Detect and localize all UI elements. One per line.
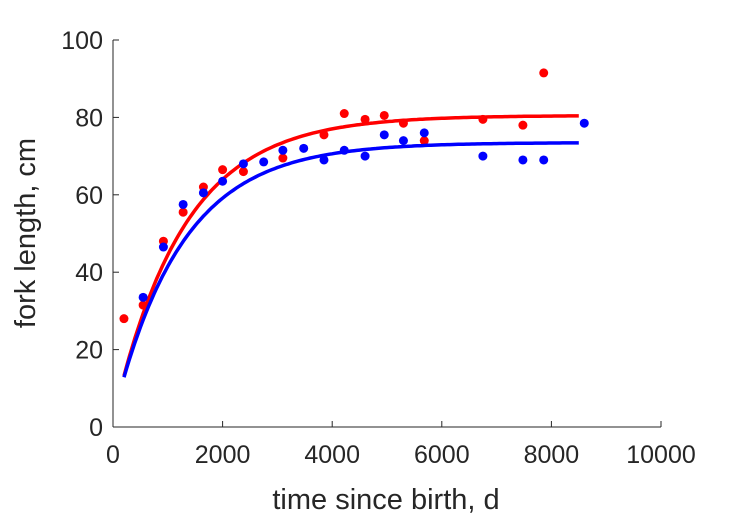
data-point-series-2 xyxy=(319,155,329,165)
data-point-series-1 xyxy=(398,118,408,128)
data-point-series-2 xyxy=(360,151,370,161)
data-point-series-2 xyxy=(138,292,148,302)
data-point-series-1 xyxy=(278,153,288,163)
x-tick-label: 4000 xyxy=(304,441,360,469)
data-point-series-1 xyxy=(419,136,429,146)
data-point-series-2 xyxy=(178,199,188,209)
fit-curve-series-2 xyxy=(122,141,579,378)
y-tick-label: 40 xyxy=(75,259,103,287)
x-tick-label: 2000 xyxy=(195,441,251,469)
data-point-series-1 xyxy=(119,314,129,324)
data-point-series-1 xyxy=(339,109,349,119)
data-point-series-1 xyxy=(518,120,528,130)
data-point-series-1 xyxy=(238,167,248,177)
x-tick-label: 6000 xyxy=(414,441,470,469)
fit-curve-series-1 xyxy=(122,114,579,377)
x-tick-label: 10000 xyxy=(626,441,696,469)
data-point-series-1 xyxy=(360,114,370,124)
data-point-series-2 xyxy=(539,155,549,165)
y-tick-label: 0 xyxy=(89,414,103,442)
y-tick-label: 20 xyxy=(75,337,103,365)
x-tick-label: 8000 xyxy=(524,441,580,469)
plot-area xyxy=(119,68,589,378)
data-point-series-2 xyxy=(278,145,288,155)
y-tick-label: 100 xyxy=(61,27,103,55)
data-point-series-1 xyxy=(319,130,329,140)
data-point-series-2 xyxy=(579,118,589,128)
x-axis-label: time since birth, d xyxy=(272,484,499,516)
data-point-series-2 xyxy=(218,176,228,186)
data-point-series-2 xyxy=(238,159,248,169)
data-point-series-2 xyxy=(478,151,488,161)
data-point-series-1 xyxy=(178,207,188,217)
data-point-series-2 xyxy=(299,143,309,153)
data-point-series-2 xyxy=(158,242,168,252)
y-tick-label: 80 xyxy=(75,104,103,132)
data-point-series-2 xyxy=(398,136,408,146)
data-point-series-1 xyxy=(539,68,549,78)
data-point-series-1 xyxy=(379,110,389,120)
data-point-series-2 xyxy=(379,130,389,140)
data-point-series-1 xyxy=(138,300,148,310)
data-point-series-2 xyxy=(198,188,208,198)
y-tick-label: 60 xyxy=(75,182,103,210)
data-point-series-2 xyxy=(419,128,429,138)
data-point-series-1 xyxy=(218,165,228,175)
data-point-series-2 xyxy=(518,155,528,165)
data-point-series-2 xyxy=(259,157,269,167)
axes: 0 2000 4000 6000 8000 10000 0 20 40 60 80 100 xyxy=(61,27,695,469)
x-tick-label: 0 xyxy=(106,441,120,469)
data-point-series-1 xyxy=(478,114,488,124)
data-point-series-2 xyxy=(339,145,349,155)
y-axis-label: fork length, cm xyxy=(10,138,42,328)
